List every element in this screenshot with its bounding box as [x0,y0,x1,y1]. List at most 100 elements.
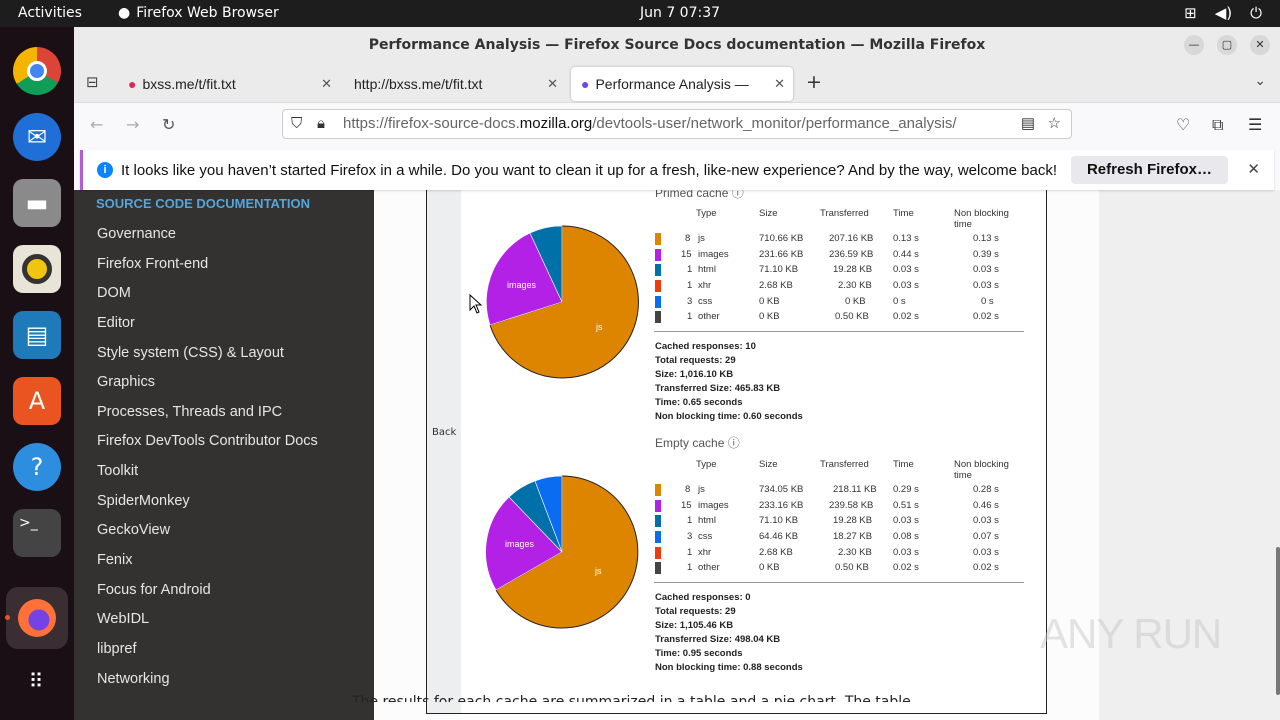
pocket-icon[interactable]: ♡ [1176,115,1191,134]
sidebar-item-dom[interactable]: DOM [97,285,131,301]
activities-button[interactable]: Activities [18,5,82,21]
tab-bar: ⊟ ● bxss.me/t/fit.txt ✕ http://bxss.me/t/f… [74,63,1280,103]
close-tab-icon[interactable]: ✕ [547,76,558,91]
back-button[interactable]: ← [90,115,104,134]
files-icon[interactable]: ▬ [13,179,61,227]
tab-bxss-http[interactable]: http://bxss.me/t/fit.txt ✕ [344,67,566,101]
rhythmbox-icon[interactable] [13,245,61,293]
sidebar-item-libpref[interactable]: libpref [97,641,137,657]
pie-label-js: js [595,322,603,332]
sidebar-item-webidl[interactable]: WebIDL [97,611,150,627]
close-tab-icon[interactable]: ✕ [321,76,332,91]
table-row: 1 html 71.10 KB 19.28 KB 0.03 s 0.03 s [655,264,1035,278]
nav-bar: ← → ↻ ⛉ 🔒︎ https://firefox-source-docs.m… [74,103,1280,147]
menu-icon[interactable]: ☰ [1248,115,1263,134]
tab-label: Performance Analysis — [595,76,749,92]
pie-label-images: images [505,539,535,549]
volume-icon: ◀) [1214,4,1233,22]
table-row: 8 js 734.05 KB 218.11 KB 0.29 s 0.28 s [655,484,1035,498]
bookmark-star-icon[interactable]: ☆ [1047,115,1061,132]
table-row: 15 images 231.66 KB 236.59 KB 0.44 s 0.39 s [655,249,1035,263]
anyrun-watermark: ANY RUN [1040,610,1222,657]
lock-icon[interactable]: 🔒︎ [317,115,325,132]
tab-performance-analysis[interactable]: ● Performance Analysis — ✕ [571,67,793,101]
tab-label: bxss.me/t/fit.txt [142,76,236,92]
figure-back-column [427,190,461,713]
shield-icon[interactable]: ⛉ [291,115,303,132]
sidebar-item-governance[interactable]: Governance [97,226,176,242]
url-bar[interactable]: ⛉ 🔒︎ https://firefox-source-docs.mozilla… [282,109,1072,139]
app-menu[interactable]: ● Firefox Web Browser [118,5,279,21]
network-icon: ⊞ [1184,4,1197,22]
table-row: 1 xhr 2.68 KB 2.30 KB 0.03 s 0.03 s [655,280,1035,294]
empty-cache-title: Empty cache ⓘ [655,436,740,450]
system-tray[interactable]: ⊞ ◀) ⏻ [1184,4,1262,22]
minimize-button[interactable]: — [1184,35,1204,55]
chrome-icon[interactable] [13,47,61,95]
sidebar-item-networking[interactable]: Networking [97,671,170,687]
table-row: 1 xhr 2.68 KB 2.30 KB 0.03 s 0.03 s [655,547,1035,561]
extensions-icon[interactable]: ⧉ [1212,115,1224,134]
sidebar-item-toolkit[interactable]: Toolkit [97,463,139,479]
close-tab-icon[interactable]: ✕ [774,76,785,91]
sidebar-item-firefox-front-end[interactable]: Firefox Front-end [97,256,209,272]
clock[interactable]: Jun 7 07:37 [640,5,721,21]
performance-figure: Back js images Primed cache ⓘ Type Size … [426,186,1047,714]
back-label: Back [432,427,457,438]
title-bar: Performance Analysis — Firefox Source Do… [74,27,1280,63]
pie-label-images: images [507,280,537,290]
help-icon[interactable]: ? [13,443,61,491]
maximize-button[interactable]: ▢ [1217,35,1237,55]
sidebar-item-processes[interactable]: Processes, Threads and IPC [97,404,283,420]
table-row: 1 html 71.10 KB 19.28 KB 0.03 s 0.03 s [655,515,1035,529]
refresh-notification-bar: i It looks like you haven’t started Fire… [80,150,1274,190]
new-tab-button[interactable]: + [806,71,822,93]
list-tabs-button[interactable]: ⌄ [1254,73,1266,89]
url-domain: mozilla.org [519,115,593,132]
app-name: Firefox Web Browser [136,5,279,21]
running-indicator [5,615,10,620]
table-row: 3 css 64.46 KB 18.27 KB 0.08 s 0.07 s [655,531,1035,545]
system-top-bar: Activities ● Firefox Web Browser Jun 7 07… [0,0,1280,27]
dock: ✉ ▬ ▤ A ? >_ ⠿ [0,27,74,720]
help-icon[interactable]: ⓘ [727,436,740,450]
sidebar-item-devtools-contributor[interactable]: Firefox DevTools Contributor Docs [97,433,318,449]
divider [654,582,1024,583]
sidebar-item-fenix[interactable]: Fenix [97,552,133,568]
close-window-button[interactable]: ✕ [1250,35,1270,55]
power-icon: ⏻ [1250,4,1262,22]
writer-icon[interactable]: ▤ [13,311,61,359]
info-icon: i [97,162,113,178]
sidebar-item-graphics[interactable]: Graphics [97,374,156,390]
firefox-dock-icon[interactable] [6,587,68,649]
primed-cache-summary: Cached responses: 10 Total requests: 29 Si… [655,341,803,422]
forward-button[interactable]: → [126,115,140,134]
sidebar-item-style-system[interactable]: Style system (CSS) & Layout [97,345,284,361]
refresh-firefox-button[interactable]: Refresh Firefox… [1070,156,1228,184]
thunderbird-icon[interactable]: ✉ [13,113,61,161]
page-scrollbar[interactable] [1276,547,1280,695]
firefox-view-icon[interactable]: ⊟ [86,73,99,91]
sidebar-item-geckoview[interactable]: GeckoView [97,522,171,538]
firefox-window: Performance Analysis — Firefox Source Do… [74,27,1280,720]
tab-favicon-icon: ● [128,76,137,92]
sidebar-item-editor[interactable]: Editor [97,315,135,331]
page-content: Back js images Primed cache ⓘ Type Size … [374,186,1099,720]
terminal-icon[interactable]: >_ [13,509,61,557]
reload-button[interactable]: ↻ [162,115,176,134]
right-gutter [1099,190,1280,720]
reader-view-icon[interactable]: ▤ [1020,115,1035,132]
tab-favicon-icon: ● [581,76,590,92]
close-notification-icon[interactable]: ✕ [1247,161,1260,178]
notification-message: It looks like you haven’t started Firefo… [121,161,1058,179]
sidebar-item-focus-android[interactable]: Focus for Android [97,582,211,598]
mouse-cursor-icon [469,294,483,314]
sidebar-caption: SOURCE CODE DOCUMENTATION [96,196,311,211]
sidebar-item-spidermonkey[interactable]: SpiderMonkey [97,493,190,509]
table-row: 1 other 0 KB 0.50 KB 0.02 s 0.02 s [655,562,1035,576]
tab-bxss[interactable]: ● bxss.me/t/fit.txt ✕ [118,67,340,101]
firefox-icon: ● [118,5,131,21]
app-grid-icon[interactable]: ⠿ [28,669,46,693]
software-center-icon[interactable]: A [13,377,61,425]
